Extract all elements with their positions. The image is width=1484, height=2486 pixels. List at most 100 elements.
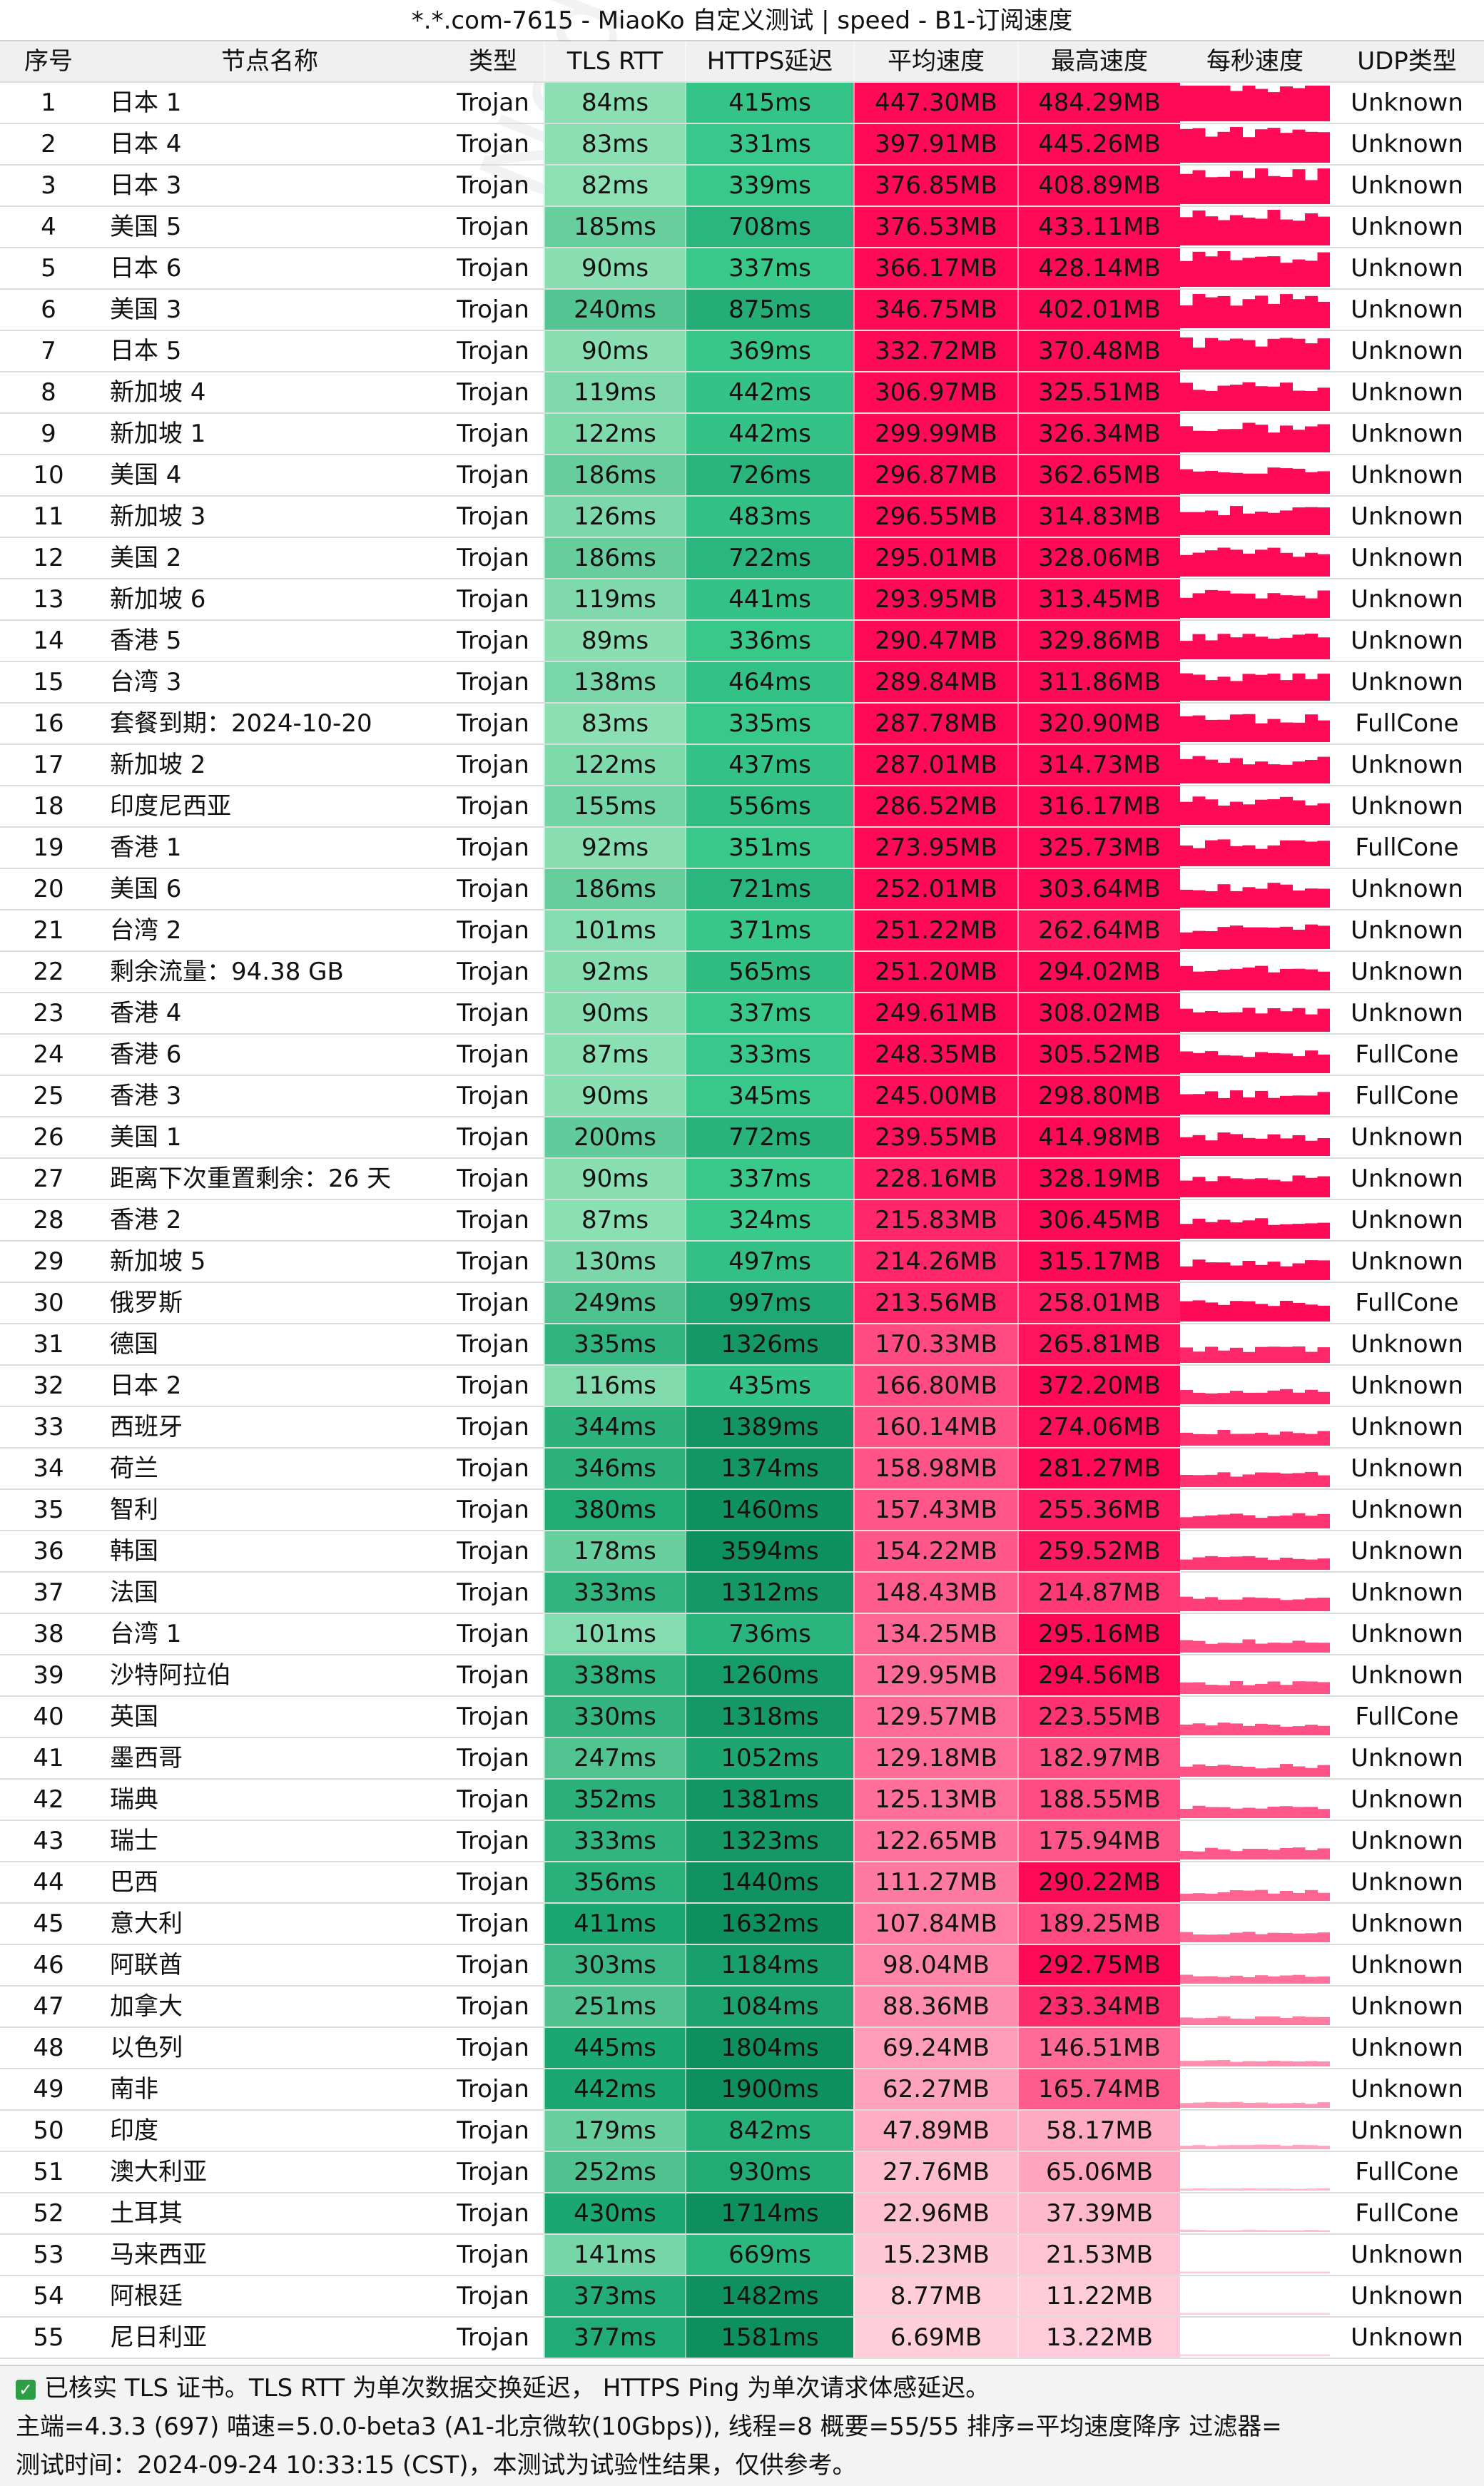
cell-max: 325.51MB: [1017, 372, 1180, 412]
cell-idx: 2: [41, 130, 56, 158]
cell-type: Trojan: [457, 130, 529, 158]
cell-idx: 27: [33, 1165, 64, 1193]
cell-avg: 166.80MB: [853, 1366, 1017, 1406]
cell-type: Trojan: [457, 1620, 529, 1648]
cell-https: 333ms: [685, 1035, 853, 1075]
cell-udp: Unknown: [1351, 1123, 1463, 1152]
sparkline-bar: [1205, 136, 1218, 163]
cell-udp: Unknown: [1351, 1454, 1463, 1483]
cell-spark: [1180, 455, 1330, 495]
cell-udp: Unknown: [1351, 2282, 1463, 2310]
cell-udp: Unknown: [1351, 1992, 1463, 2021]
cell-name: 南非: [110, 2075, 158, 2104]
sparkline-bar: [1292, 430, 1306, 452]
sparkline-bar: [1255, 723, 1268, 742]
sparkline-bar: [1280, 1600, 1293, 1611]
cell-idx: 7: [41, 337, 56, 365]
sparkline-bar: [1217, 220, 1231, 245]
cell-type: Trojan: [457, 1827, 529, 1855]
sparkline-bar: [1192, 86, 1206, 121]
cell-udp: Unknown: [1351, 420, 1463, 448]
sparkline-bar: [1205, 1807, 1218, 1818]
sparkline-bar: [1230, 1055, 1243, 1073]
sparkline-bar: [1242, 86, 1256, 121]
speed-sparkline: [1180, 1218, 1330, 1239]
cell-tls: 249ms: [544, 1283, 685, 1323]
cell-idx: 33: [33, 1413, 64, 1441]
sparkline-bar: [1180, 673, 1193, 701]
cell-idx: 17: [33, 751, 64, 779]
cell-name: 意大利: [110, 1909, 183, 1938]
sparkline-bar: [1230, 1890, 1243, 1901]
cell-spark: [1180, 538, 1330, 578]
sparkline-bar: [1292, 1095, 1306, 1115]
cell-avg: 447.30MB: [853, 83, 1017, 123]
table-row: 20 美国 6 Trojan 186ms 721ms 252.01MB 303.64MB Un…: [0, 869, 1484, 910]
cell-https: 1326ms: [685, 1324, 853, 1364]
header-max: 最高速度: [1017, 41, 1180, 81]
sparkline-bar: [1230, 2354, 1243, 2356]
cell-tls: 126ms: [544, 497, 685, 537]
sparkline-bar: [1305, 598, 1318, 618]
sparkline-bar: [1267, 799, 1281, 825]
sparkline-bar: [1230, 758, 1243, 783]
sparkline-bar: [1280, 1891, 1293, 1901]
sparkline-bar: [1192, 210, 1206, 245]
sparkline-bar: [1292, 2230, 1306, 2232]
sparkline-bar: [1267, 883, 1281, 908]
sparkline-bar: [1267, 845, 1281, 866]
cell-name: 西班牙: [110, 1413, 183, 1441]
cell-name: 香港 1: [110, 833, 182, 862]
speed-sparkline: [1180, 1090, 1330, 1115]
cell-max: 328.19MB: [1017, 1159, 1180, 1199]
sparkline-bar: [1180, 1266, 1193, 1280]
sparkline-bar: [1280, 764, 1293, 783]
cell-name: 澳大利亚: [110, 2158, 207, 2186]
cell-type: Trojan: [457, 295, 529, 324]
sparkline-bar: [1217, 385, 1231, 411]
cell-type: Trojan: [457, 585, 529, 614]
table-row: 48 以色列 Trojan 445ms 1804ms 69.24MB 146.51MB Unk…: [0, 2028, 1484, 2069]
cell-max: 428.14MB: [1017, 248, 1180, 288]
sparkline-bar: [1267, 176, 1281, 204]
sparkline-bar: [1267, 1179, 1281, 1197]
cell-avg: 6.69MB: [853, 2318, 1017, 2358]
speed-sparkline: [1180, 924, 1330, 949]
sparkline-bar: [1317, 1809, 1330, 1818]
sparkline-bar: [1230, 2061, 1243, 2066]
cell-spark: [1180, 1614, 1330, 1654]
cell-name: 日本 4: [110, 130, 182, 158]
cell-tls: 344ms: [544, 1407, 685, 1447]
sparkline-bar: [1217, 1472, 1231, 1487]
cell-spark: [1180, 1159, 1330, 1199]
sparkline-bar: [1230, 1301, 1243, 1321]
cell-spark: [1180, 1076, 1330, 1116]
cell-tls: 141ms: [544, 2235, 685, 2275]
sparkline-bar: [1205, 2060, 1218, 2066]
speed-sparkline: [1180, 251, 1330, 287]
sparkline-bar: [1242, 1685, 1256, 1694]
cell-udp: FullCone: [1355, 1082, 1459, 1110]
speed-sparkline: [1180, 1805, 1330, 1818]
cell-idx: 37: [33, 1578, 64, 1607]
sparkline-bar: [1317, 756, 1330, 783]
sparkline-bar: [1180, 1809, 1193, 1818]
sparkline-bar: [1205, 177, 1218, 204]
cell-https: 483ms: [685, 497, 853, 537]
sparkline-bar: [1305, 1351, 1318, 1363]
sparkline-bar: [1242, 927, 1256, 949]
cell-udp: Unknown: [1351, 751, 1463, 779]
sparkline-bar: [1192, 552, 1206, 577]
sparkline-bar: [1255, 425, 1268, 452]
sparkline-bar: [1242, 2145, 1256, 2149]
sparkline-bar: [1255, 1723, 1268, 1735]
table-row: 33 西班牙 Trojan 344ms 1389ms 160.14MB 274.06MB Un…: [0, 1407, 1484, 1449]
sparkline-bar: [1242, 1057, 1256, 1073]
cell-avg: 296.87MB: [853, 455, 1017, 495]
sparkline-bar: [1217, 2230, 1231, 2232]
cell-https: 497ms: [685, 1242, 853, 1282]
cell-max: 329.86MB: [1017, 621, 1180, 661]
sparkline-bar: [1267, 1681, 1281, 1694]
sparkline-bar: [1317, 2354, 1330, 2356]
cell-https: 337ms: [685, 993, 853, 1033]
